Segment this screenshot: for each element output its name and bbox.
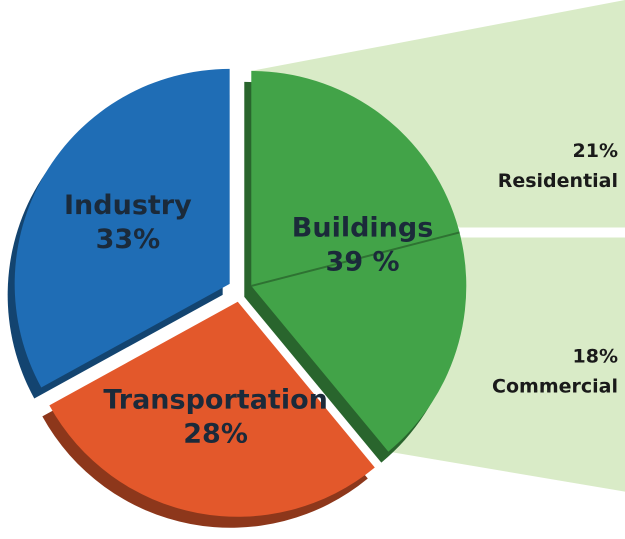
slice-label: Industry — [64, 190, 192, 221]
slice-value-label: 28% — [183, 418, 248, 449]
slice — [49, 301, 375, 517]
breakdown-value-label: 21% — [573, 140, 618, 162]
breakdown-label: Residential — [498, 170, 618, 192]
slice — [251, 70, 467, 452]
slice-value-label: 33% — [96, 224, 161, 255]
slice — [14, 68, 230, 388]
slice-label: Buildings — [292, 212, 434, 243]
breakdown-area — [251, 0, 625, 228]
breakdown-value-label: 18% — [573, 346, 618, 368]
slice-label: Transportation — [103, 384, 328, 415]
slice-value-label: 39 % — [326, 246, 400, 277]
breakdown-divider — [251, 231, 460, 287]
breakdown-label: Commercial — [492, 376, 618, 398]
